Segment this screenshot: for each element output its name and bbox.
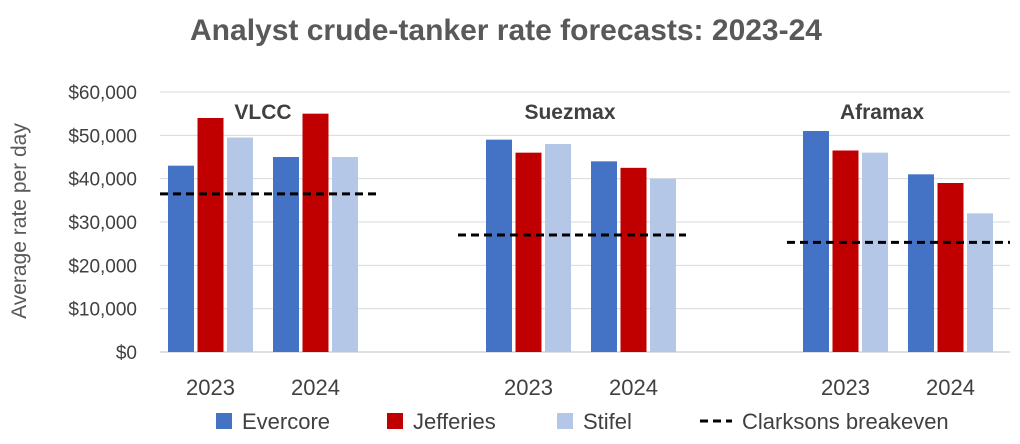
bar-aframax-2024-stifel — [967, 213, 993, 352]
legend-marker-stifel — [557, 413, 573, 429]
x-tick-label: 2023 — [821, 375, 870, 400]
y-tick-label: $20,000 — [68, 256, 137, 277]
bar-vlcc-2024-jefferies — [302, 113, 329, 353]
bar-suezmax-2024-evercore — [591, 161, 617, 352]
gridlines — [160, 91, 1010, 353]
group-label-aframax: Aframax — [840, 101, 924, 124]
bar-vlcc-2024-evercore — [273, 157, 299, 352]
bar-suezmax-2024-jefferies — [620, 167, 647, 352]
bar-suezmax-2023-jefferies — [515, 152, 542, 352]
x-tick-label: 2024 — [291, 375, 340, 400]
bar-vlcc-2023-jefferies — [197, 118, 224, 352]
bar-vlcc-2024-stifel — [332, 157, 358, 352]
legend: Evercore Jefferies Stifel Clarksons breakev… — [216, 409, 949, 434]
bar-aframax-2024-jefferies — [937, 183, 964, 352]
y-axis-label: Average rate per day — [8, 123, 31, 319]
bar-aframax-2023-stifel — [862, 152, 888, 352]
x-tick-label: 2024 — [609, 375, 658, 400]
x-tick-labels: 2023 2024 2023 2024 2023 2024 — [186, 375, 975, 400]
legend-label-evercore: Evercore — [242, 409, 330, 434]
y-tick-labels: $0 $10,000 $20,000 $30,000 $40,000 $50,000 $60… — [68, 83, 137, 364]
bar-suezmax-2023-stifel — [545, 144, 571, 352]
legend-label-clarksons-breakeven: Clarksons breakeven — [742, 409, 949, 434]
x-tick-label: 2023 — [186, 375, 235, 400]
group-labels: VLCC Suezmax Aframax — [234, 101, 924, 124]
y-tick-label: $60,000 — [68, 83, 137, 104]
bar-suezmax-2024-stifel — [650, 178, 676, 352]
y-tick-label: $0 — [116, 343, 137, 364]
bars — [168, 113, 993, 353]
legend-label-jefferies: Jefferies — [413, 409, 496, 434]
legend-marker-jefferies — [387, 413, 403, 429]
group-label-suezmax: Suezmax — [524, 101, 615, 124]
y-tick-label: $40,000 — [68, 170, 137, 191]
bar-vlcc-2023-stifel — [227, 137, 253, 352]
legend-marker-evercore — [216, 413, 232, 429]
x-tick-label: 2024 — [926, 375, 975, 400]
y-tick-label: $10,000 — [68, 300, 137, 321]
bar-aframax-2023-jefferies — [832, 150, 859, 352]
y-tick-label: $30,000 — [68, 213, 137, 234]
group-label-vlcc: VLCC — [234, 101, 291, 124]
breakeven-lines — [160, 192, 1010, 244]
chart-title: Analyst crude-tanker rate forecasts: 202… — [190, 14, 822, 47]
y-tick-label: $50,000 — [68, 126, 137, 147]
bar-aframax-2024-evercore — [908, 174, 934, 352]
x-tick-label: 2023 — [504, 375, 553, 400]
bar-vlcc-2023-evercore — [168, 165, 194, 352]
bar-suezmax-2023-evercore — [486, 139, 512, 352]
legend-label-stifel: Stifel — [583, 409, 632, 434]
